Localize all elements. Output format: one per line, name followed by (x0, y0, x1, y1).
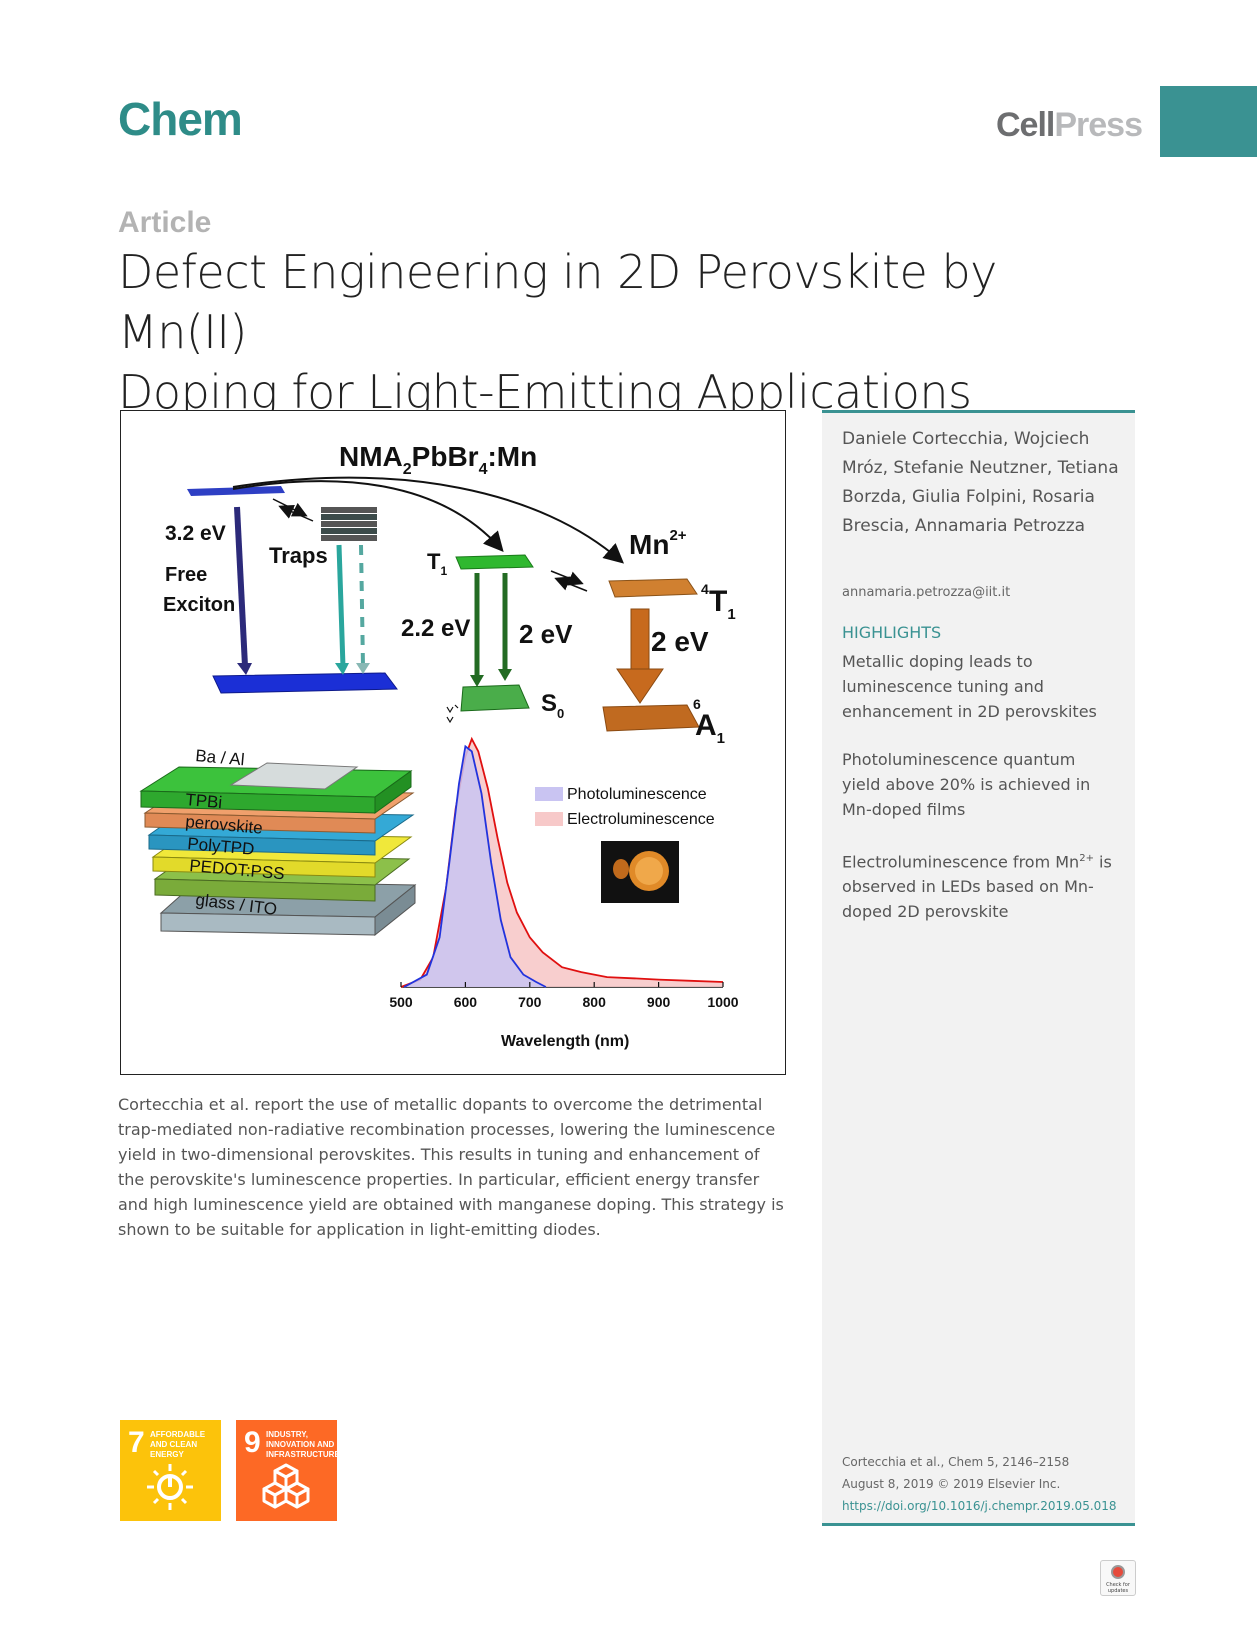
transfer-arrow-mn (232, 476, 625, 564)
x-tick-label-600: 600 (454, 994, 478, 1010)
label-6a1: A1 (695, 709, 725, 747)
article-title: Defect Engineering in 2D Perovskite by M… (118, 242, 1138, 422)
formula-title: NMA2PbBr4:Mn (339, 441, 537, 478)
trap-arrow-out (278, 504, 314, 522)
ground-state-plate (212, 672, 398, 694)
t1-label: T1 (427, 549, 447, 578)
t1-arrowhead-a (470, 675, 484, 687)
highlights-heading: HIGHLIGHTS (842, 623, 942, 642)
corresponding-email[interactable]: annamaria.petrozza@iit.it (842, 585, 1011, 600)
t1-level (455, 554, 534, 570)
teal-corner-tab (1160, 86, 1257, 157)
sdg-7-label: AFFORDABLE AND CLEAN ENERGY (150, 1430, 206, 1459)
x-tick-label-500: 500 (389, 994, 413, 1010)
sun-power-icon (147, 1464, 193, 1510)
series-area-pl (404, 746, 546, 987)
free-label-line1: Free (165, 564, 207, 586)
traps-label: Traps (269, 543, 328, 568)
energy-label-free: 3.2 eV (165, 522, 226, 545)
journal-logo: Chem (118, 93, 243, 145)
spectrum-chart: 500 600 700 800 900 1000 (389, 736, 739, 1010)
highlight-2: Photoluminescence quantum yield above 20… (842, 750, 1091, 819)
publisher-logo: CellPress (996, 106, 1143, 145)
legend-label-pl: Photoluminescence (567, 786, 707, 803)
led-layer-label-1: TPBi (185, 790, 223, 812)
mn-arrow-shaft (630, 608, 650, 672)
summary-paragraph: Cortecchia et al. report the use of meta… (118, 1095, 784, 1239)
trap-arrow-in (272, 498, 308, 517)
exchange-arrow-left (554, 576, 588, 592)
update-icon (1111, 1565, 1125, 1579)
legend-swatch-pl (535, 787, 563, 801)
led-photo (601, 841, 679, 903)
sdg-9-number: 9 (244, 1426, 261, 1459)
highlight-3: Electroluminescence from Mn2+ is observe… (842, 852, 1112, 922)
trap-arrow-teal (336, 544, 346, 668)
free-label-line2: Exciton (163, 594, 235, 616)
energy-label-t1: 2.2 eV (401, 615, 470, 642)
cubes-icon (262, 1463, 310, 1509)
check-for-updates-label: Check for updates (1106, 1582, 1130, 1594)
graphical-abstract-svg: NMA2PbBr4:Mn 3.2 eV Free Exciton Traps T (139, 441, 739, 1050)
publisher-name-part2: Press (1054, 106, 1143, 144)
sdg-9-label: INDUSTRY, INNOVATION AND INFRASTRUCTURE (266, 1430, 340, 1459)
x-tick-label-900: 900 (647, 994, 671, 1010)
x-tick-label-1000: 1000 (707, 994, 738, 1010)
mn-label: Mn2+ (629, 527, 687, 560)
energy-label-t1b: 2 eV (519, 619, 573, 649)
label-4t1: T1 (709, 585, 736, 623)
graphical-abstract: NMA2PbBr4:Mn 3.2 eV Free Exciton Traps T (120, 410, 786, 1075)
free-exciton-arrow (234, 506, 248, 667)
mn-6a1-level (602, 704, 700, 732)
check-for-updates-badge[interactable]: Check for updates (1100, 1560, 1136, 1596)
mn-arrowhead (616, 668, 664, 704)
doi-link[interactable]: https://doi.org/10.1016/j.chempr.2019.05… (842, 1499, 1117, 1513)
t1-arrowhead-b (498, 669, 512, 681)
vibrational-marks (446, 704, 459, 724)
article-type: Article (118, 206, 212, 239)
publisher-name-part1: Cell (996, 106, 1055, 144)
highlight-1: Metallic doping leads to luminescence tu… (842, 652, 1097, 721)
author-list: Daniele Cortecchia, Wojciech Mróz, Stefa… (842, 429, 1119, 536)
led-device-stack (139, 762, 417, 937)
x-tick-label-800: 800 (583, 994, 607, 1010)
x-axis-label: Wavelength (nm) (501, 1033, 629, 1050)
exchange-arrow-right (550, 570, 584, 586)
sidebar-panel: Daniele Cortecchia, Wojciech Mróz, Stefa… (822, 410, 1135, 1526)
sdg-9-badge: 9 INDUSTRY, INNOVATION AND INFRASTRUCTUR… (236, 1420, 340, 1521)
free-exciton-level (187, 486, 285, 496)
trap-arrowhead-dashed (356, 663, 370, 674)
label-4t1-sup: 4 (701, 581, 709, 597)
citation-line-2: August 8, 2019 © 2019 Elsevier Inc. (842, 1477, 1061, 1491)
x-tick-label-700: 700 (518, 994, 542, 1010)
sdg-7-badge: 7 AFFORDABLE AND CLEAN ENERGY (120, 1420, 221, 1521)
legend-swatch-el (535, 812, 563, 826)
citation-block: Cortecchia et al., Chem 5, 2146–2158 Aug… (842, 1451, 1117, 1517)
legend-label-el: Electroluminescence (567, 811, 715, 828)
s0-level (460, 684, 530, 712)
trap-arrowhead-teal (335, 663, 349, 675)
mn-4t1-level (608, 578, 698, 598)
title-line-1: Defect Engineering in 2D Perovskite by M… (118, 245, 997, 359)
citation-line-1: Cortecchia et al., Chem 5, 2146–2158 (842, 1455, 1070, 1469)
series-line-pl (403, 744, 547, 988)
free-exciton-arrowhead (237, 663, 252, 675)
trap-arrow-dashed (359, 544, 365, 668)
energy-label-mn: 2 eV (651, 626, 709, 657)
sdg-7-number: 7 (128, 1426, 145, 1459)
transfer-arrow-t1 (232, 480, 504, 552)
led-layer-label-0: Ba / Al (195, 746, 246, 769)
s0-label: S0 (541, 690, 564, 721)
traps-stack (321, 507, 377, 541)
label-6a1-sup: 6 (693, 696, 701, 712)
